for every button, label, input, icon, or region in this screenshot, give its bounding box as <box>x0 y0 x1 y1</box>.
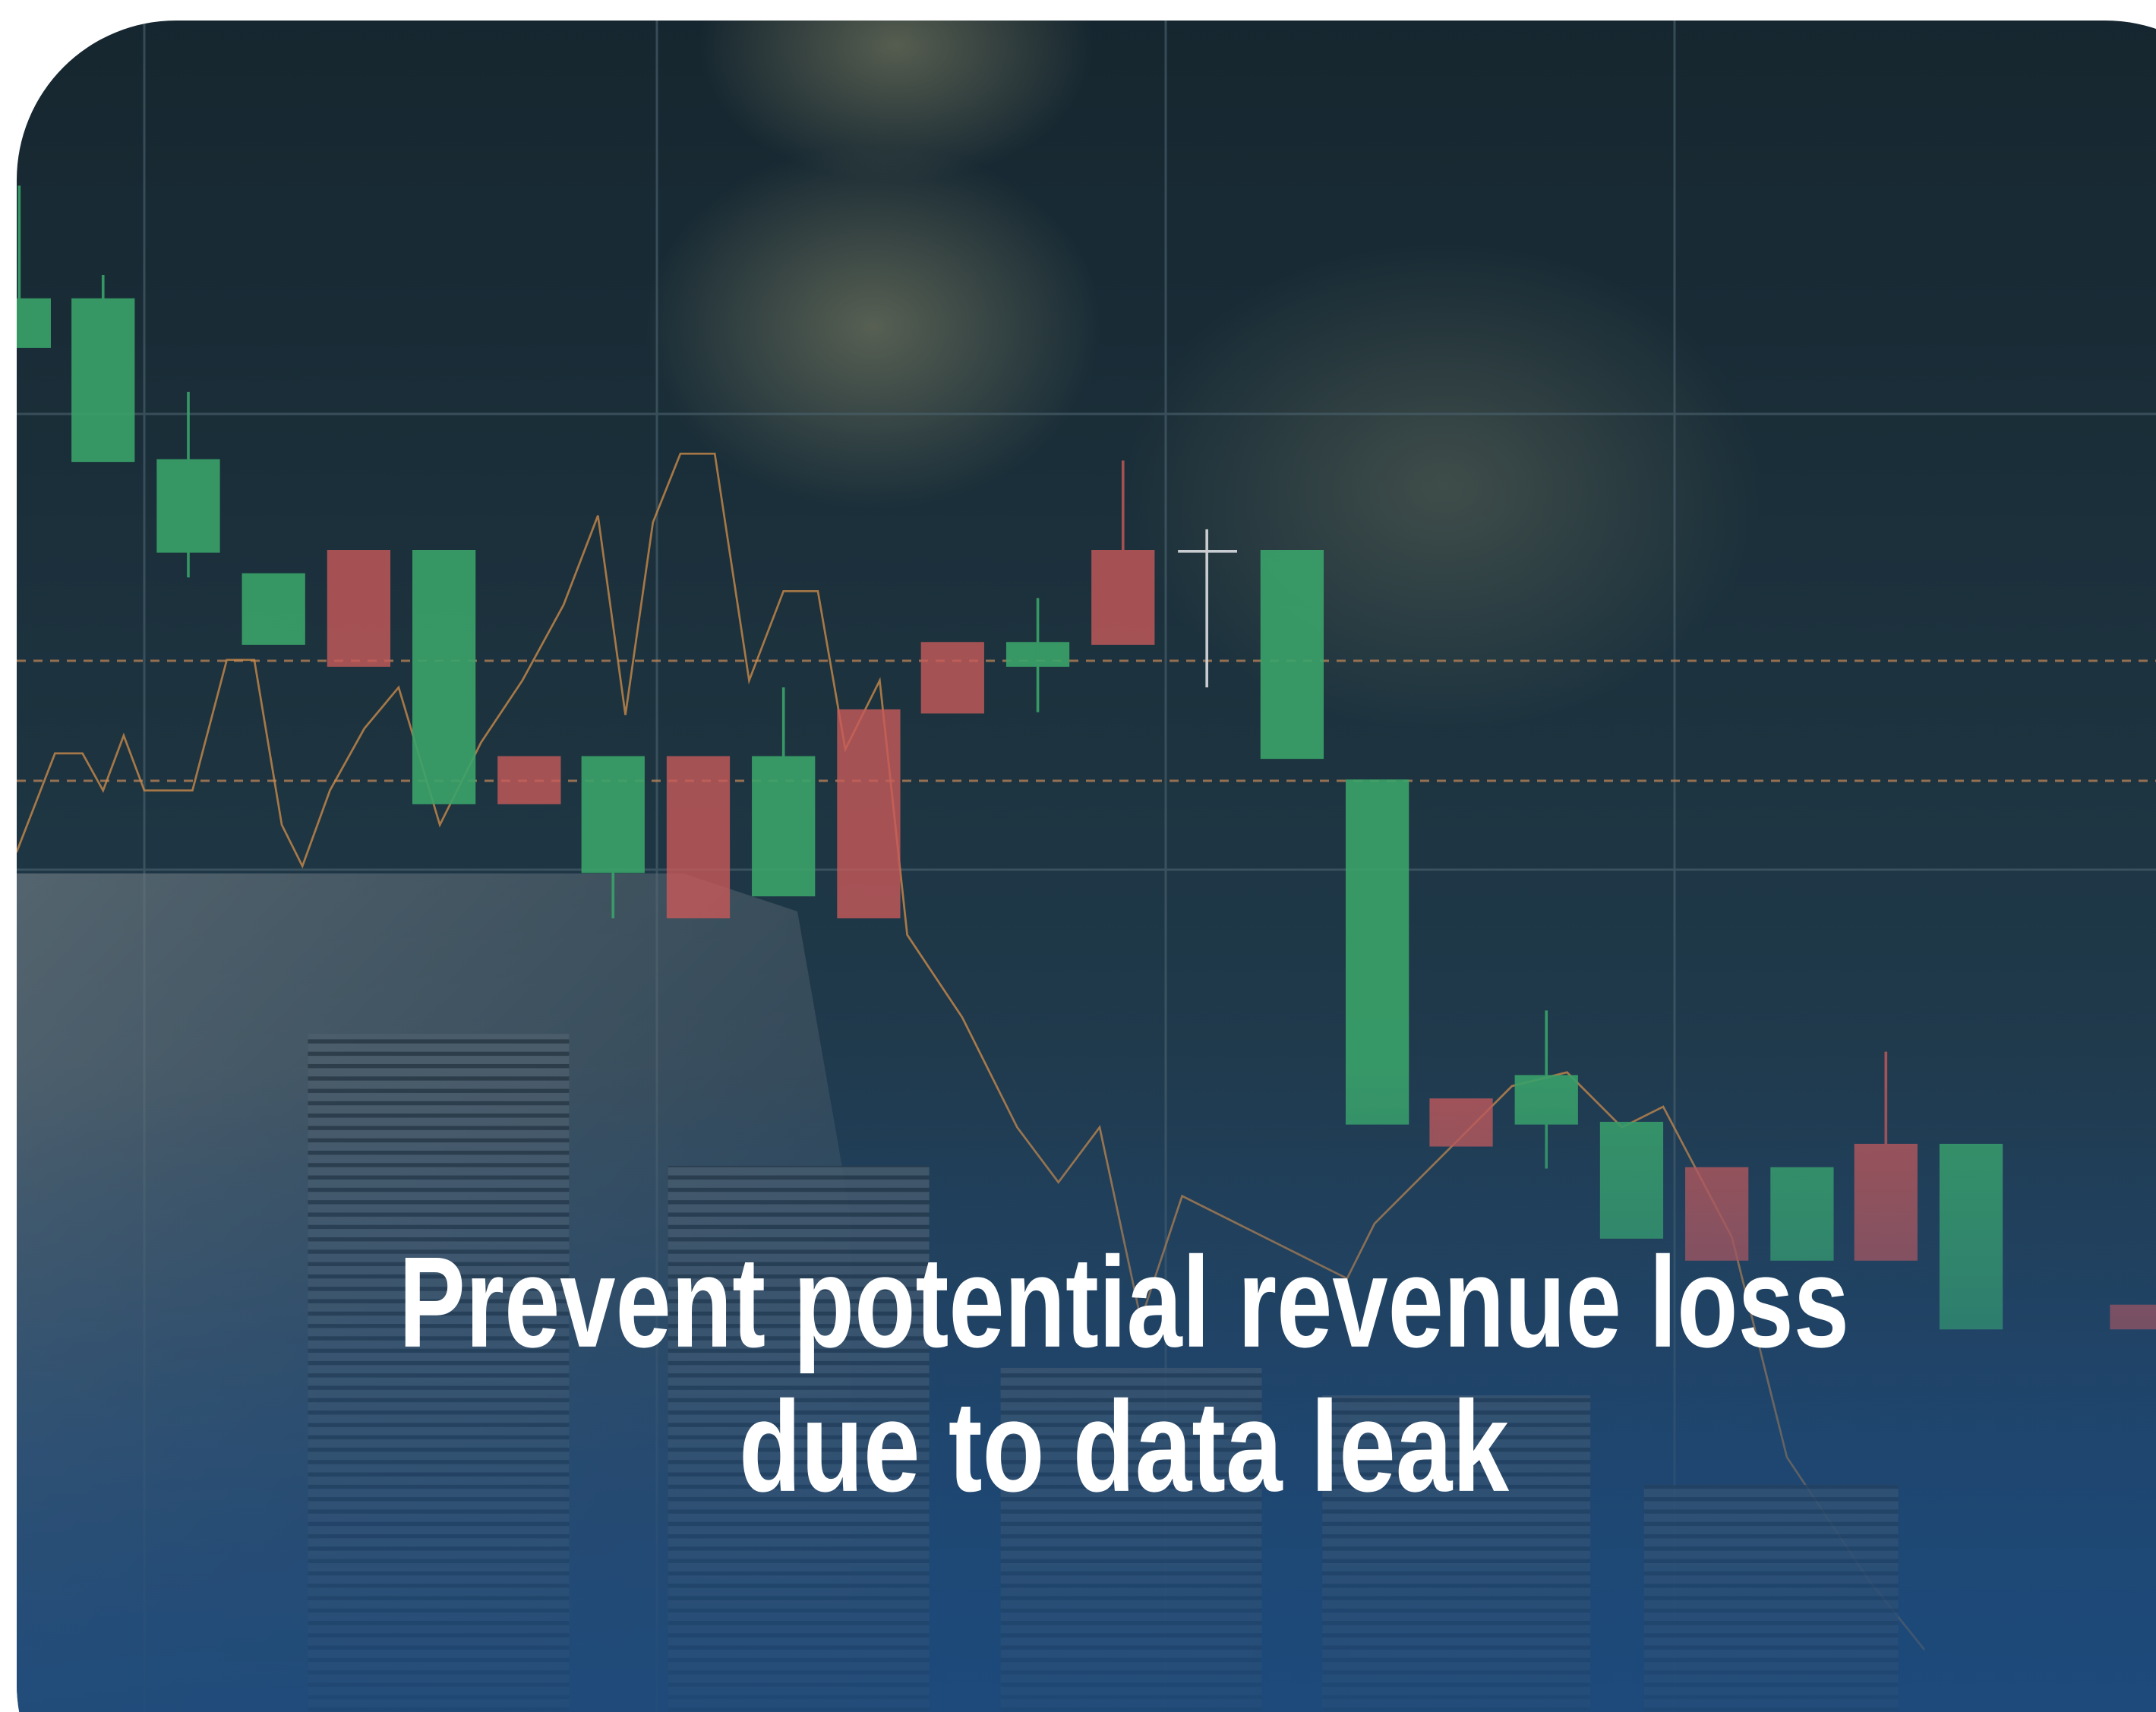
headline-line: due to data leak <box>739 1375 1509 1519</box>
page: {"card": {"title_lines": ["Prevent poten… <box>0 0 2156 1712</box>
card-graphic: Prevent potential revenue loss due to da… <box>0 0 2156 1712</box>
headline-line: Prevent potential revenue loss <box>399 1230 1849 1375</box>
card: Prevent potential revenue loss due to da… <box>0 0 2156 1712</box>
